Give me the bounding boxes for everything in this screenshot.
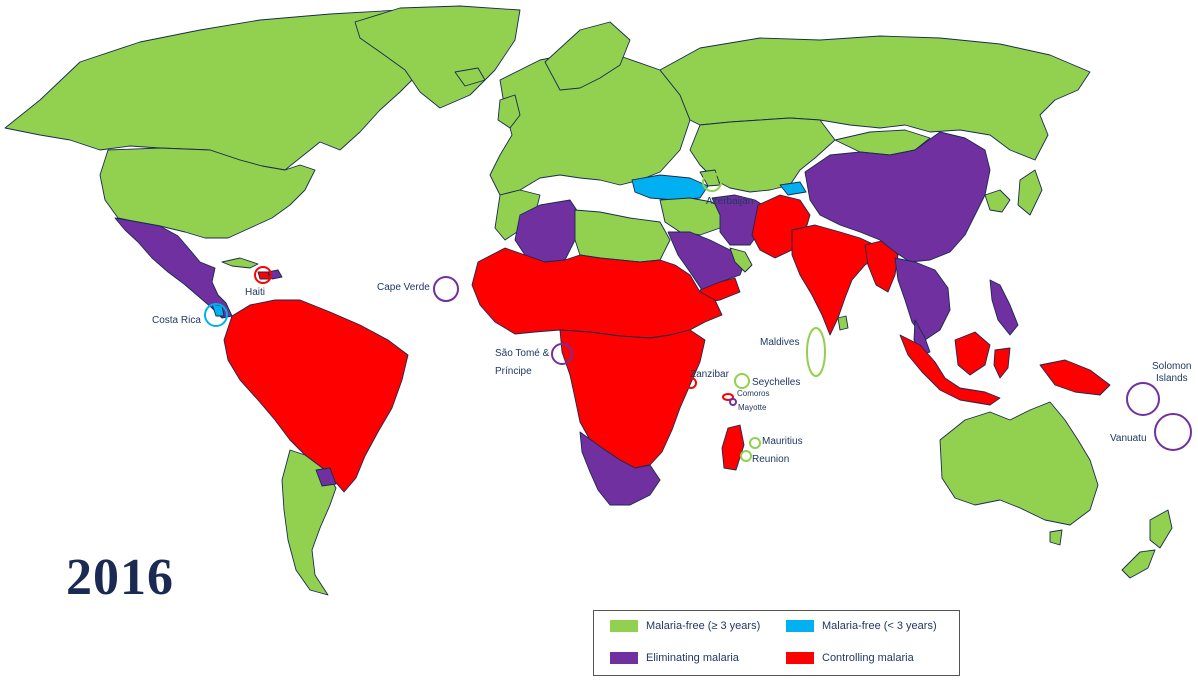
region-kyrgyzstan [779,181,807,196]
region-turkey [631,174,709,201]
region-madagascar [721,424,745,471]
region-china [804,131,991,263]
legend: Malaria-free (≥ 3 years) Malaria-free (<… [593,610,960,676]
callout-solomon-islands [1126,382,1160,416]
region-gulf [729,247,753,273]
region-tasmania [1049,529,1063,546]
callout-costa-rica [204,303,228,327]
legend-item-free: Malaria-free (≥ 3 years) [610,620,760,632]
legend-label-free: Malaria-free (≥ 3 years) [646,620,761,632]
region-central-east-africa [559,329,706,469]
region-algeria [514,199,581,263]
region-mexico-central-america [114,217,233,319]
region-sahel-west-africa [471,247,723,339]
callout-vanuatu [1154,413,1192,451]
label-solomon-2: Islands [1156,373,1188,384]
callout-mayotte [729,398,737,406]
region-sri-lanka [837,315,849,331]
region-europe [489,51,691,196]
label-reunion: Reunion [752,454,789,465]
legend-swatch-elim [610,652,638,664]
callout-azerbaijan [702,172,722,192]
region-cuba [221,257,259,269]
legend-label-elim: Eliminating malaria [646,652,739,664]
region-greenland [354,5,521,109]
region-southern-africa [579,431,661,506]
label-mayotte: Mayotte [738,403,767,412]
legend-label-recent: Malaria-free (< 3 years) [822,620,937,632]
legend-item-elim: Eliminating malaria [610,652,739,664]
region-scandinavia [544,21,631,91]
callout-sao-tome [551,343,573,365]
region-sumatra-java [899,334,1001,406]
label-costa-rica: Costa Rica [152,315,201,326]
label-haiti: Haiti [245,287,265,298]
legend-label-ctrl: Controlling malaria [822,652,914,664]
region-sulawesi [993,347,1011,379]
label-comoros: Comoros [737,389,769,398]
legend-item-recent: Malaria-free (< 3 years) [786,620,937,632]
label-sao-tome-1: São Tomé & [495,348,550,359]
year-label: 2016 [66,549,174,606]
region-libya-egypt [574,209,671,263]
region-borneo [954,331,991,376]
callout-haiti [254,266,272,284]
region-philippines [989,279,1019,336]
callout-reunion [740,450,752,462]
region-uk-ireland [497,94,521,129]
label-mauritius: Mauritius [762,436,803,447]
legend-swatch-free [610,620,638,632]
label-azerbaijan: Azerbaijan [706,196,753,207]
callout-seychelles [734,373,750,389]
label-seychelles: Seychelles [752,377,800,388]
region-indochina [894,257,951,341]
callout-comoros [722,393,734,401]
region-canada-alaska [4,9,471,171]
callout-maldives [806,327,826,377]
label-cape-verde: Cape Verde [377,282,430,293]
region-south-america-north [223,299,409,493]
legend-swatch-recent [786,620,814,632]
region-haiti [257,271,271,280]
legend-item-ctrl: Controlling malaria [786,652,914,664]
callout-mauritius [749,437,761,449]
label-sao-tome-2: Príncipe [495,366,532,377]
region-new-zealand [1121,509,1173,579]
region-saudi-arabia [667,231,746,291]
region-iceland [454,67,486,87]
region-new-guinea [1039,359,1111,396]
label-zanzibar: Zanzibar [690,369,730,380]
region-australia [939,401,1099,526]
region-korea-japan [984,169,1043,216]
label-maldives: Maldives [760,337,799,348]
region-india [791,224,881,336]
label-vanuatu: Vanuatu [1110,433,1147,444]
region-paraguay [315,467,337,487]
callout-cape-verde [433,276,459,302]
legend-swatch-ctrl [786,652,814,664]
callout-zanzibar [685,377,697,389]
label-solomon-1: Solomon [1152,361,1191,372]
